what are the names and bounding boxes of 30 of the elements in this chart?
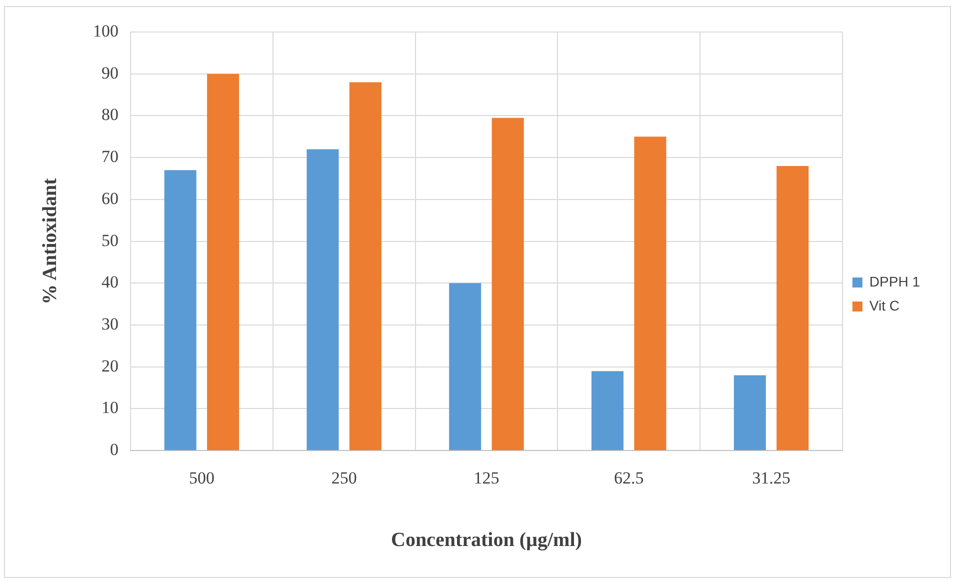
y-tick-label: 80 [102, 105, 118, 124]
bar [449, 283, 482, 450]
x-tick-label: 125 [474, 468, 500, 488]
bar [164, 170, 196, 450]
bar [306, 149, 339, 450]
y-axis-title: % Antioxidant [39, 178, 62, 304]
bar [492, 118, 524, 450]
bar [734, 375, 766, 450]
y-tick-label: 30 [102, 314, 118, 334]
legend-label: Vit C [869, 297, 900, 314]
y-tick-label: 10 [102, 398, 118, 418]
x-axis-title: Concentration (µg/ml) [390, 529, 582, 552]
bar [349, 82, 382, 450]
bar [207, 74, 240, 450]
x-tick-label: 62.5 [614, 468, 644, 488]
x-tick-label: 250 [331, 468, 357, 488]
y-tick-label: 20 [102, 356, 118, 376]
bar [776, 166, 809, 450]
legend-label: DPPH 1 [869, 273, 920, 290]
y-tick-label: 90 [102, 63, 118, 82]
y-tick-label: 40 [102, 272, 118, 292]
y-tick-label: 70 [102, 147, 118, 166]
x-tick-label: 500 [188, 468, 214, 488]
y-tick-label: 60 [102, 188, 118, 208]
y-tick-label: 100 [93, 21, 118, 40]
bar [634, 136, 666, 450]
y-tick-label: 0 [110, 440, 118, 460]
bar [591, 371, 624, 450]
x-tick-label: 31.25 [752, 468, 790, 488]
y-tick-label: 50 [102, 230, 118, 250]
